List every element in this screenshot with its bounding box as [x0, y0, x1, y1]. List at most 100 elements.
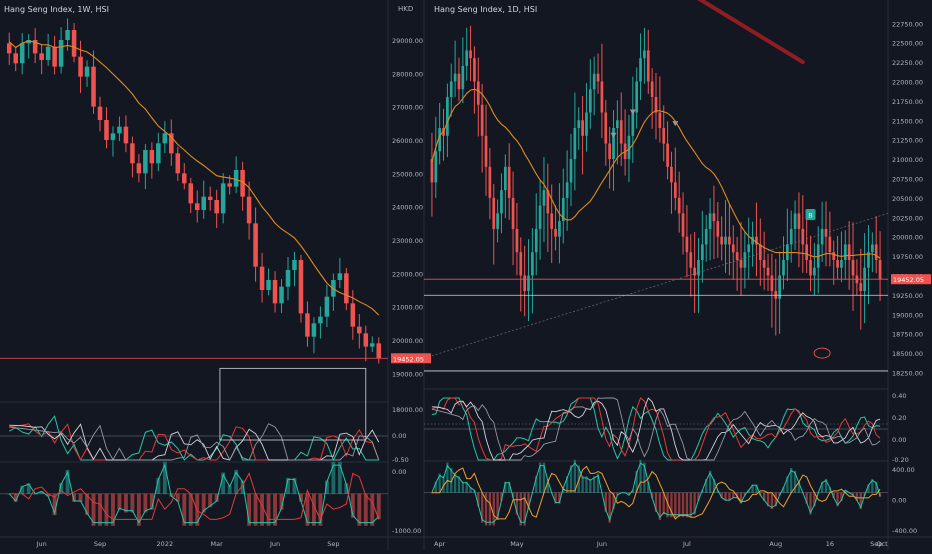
left-price-tick: 19000.00: [392, 370, 423, 378]
left-hist-bar: [240, 480, 245, 494]
right-hist-bar: [527, 492, 530, 510]
right-hist-bar: [662, 492, 665, 515]
left-candle: [337, 273, 343, 280]
right-time-tick: Jul: [682, 540, 691, 548]
right-hist-bar: [681, 492, 685, 518]
right-candle: [561, 197, 565, 222]
right-hist-bar: [608, 492, 611, 523]
right-hist-bar: [558, 492, 561, 504]
left-time-tick: Jun: [269, 540, 280, 548]
left-chart-title: Hang Seng Index, 1W, HSI: [4, 5, 109, 14]
right-candle: [480, 104, 484, 136]
right-price-tick: 22000.00: [892, 78, 923, 86]
left-candle: [104, 120, 109, 140]
left-candle: [272, 280, 278, 304]
right-hist-bar: [712, 478, 716, 493]
right-candle: [666, 143, 669, 167]
right-candle: [631, 112, 635, 136]
right-hist-bar: [755, 484, 758, 493]
right-hist-bar: [739, 492, 743, 504]
right-price-tick: 20000.00: [892, 234, 923, 242]
right-hist-bar: [538, 462, 542, 493]
right-hist-bar: [585, 476, 588, 493]
left-hist-bar: [292, 477, 297, 494]
right-candle: [438, 128, 442, 152]
left-candle: [143, 150, 148, 174]
left-time-tick: Jun: [36, 540, 47, 548]
right-hist-bar: [840, 492, 843, 501]
left-price-tick: 21000.00: [392, 304, 423, 312]
right-candle: [793, 213, 797, 229]
left-hist-bar: [273, 493, 277, 526]
right-candle: [457, 73, 461, 90]
left-osc-tick: 0.00: [392, 432, 406, 440]
right-buy-marker-label: B: [808, 211, 812, 219]
left-candle: [52, 46, 57, 67]
left-hist-bar: [305, 493, 310, 526]
left-candle: [253, 223, 258, 267]
right-candle: [430, 159, 434, 183]
right-hist-bar: [627, 492, 631, 496]
right-candle: [531, 252, 534, 276]
right-price-tick: 22750.00: [892, 20, 923, 28]
right-candle: [577, 120, 581, 129]
right-hist-bar: [573, 459, 577, 493]
right-osc-tick: -0.20: [892, 456, 909, 464]
left-hist-bar: [260, 493, 265, 526]
right-price-tick: 18250.00: [892, 369, 923, 377]
left-candle: [357, 326, 362, 334]
right-candle: [739, 259, 743, 268]
left-osc-line-base: [9, 423, 380, 462]
right-candle: [616, 120, 619, 129]
right-hist-bar: [469, 487, 472, 493]
left-price-tick: 26000.00: [392, 137, 423, 145]
left-candle: [266, 280, 271, 290]
right-hist-bar: [774, 492, 777, 507]
right-hist-bar: [793, 470, 797, 493]
right-candle: [720, 236, 724, 245]
left-candle: [13, 53, 18, 64]
right-candle: [511, 197, 515, 229]
left-candle: [175, 153, 181, 174]
right-candle: [670, 166, 673, 183]
right-hist-bar: [508, 481, 511, 493]
right-candle: [693, 267, 696, 276]
right-hist-bar: [515, 492, 519, 515]
right-hist-bar: [697, 492, 700, 501]
right-time-tick: Aug: [769, 540, 782, 548]
right-hist-bar: [832, 492, 835, 499]
left-price-tick: 27000.00: [392, 104, 423, 112]
right-time-tick: Oct: [876, 540, 888, 548]
right-candle: [681, 213, 685, 237]
left-hist-bar: [370, 493, 375, 526]
left-candle: [71, 30, 77, 57]
left-candle: [169, 133, 174, 154]
right-hist-bar: [484, 492, 488, 526]
right-price-tick: 19750.00: [892, 253, 923, 261]
right-signal-triangle: [629, 109, 636, 115]
right-hist-bar: [519, 492, 522, 526]
left-hist-bar: [376, 493, 381, 520]
left-hist-bar: [65, 469, 70, 494]
left-candle: [227, 183, 232, 187]
left-hist-bar: [52, 493, 57, 516]
left-candle: [246, 196, 252, 224]
right-hist-bar: [596, 473, 600, 493]
right-osc-tick: 0.20: [892, 414, 906, 422]
right-candle: [492, 197, 496, 229]
left-last-price-badge: [391, 353, 431, 364]
right-time-tick: May: [510, 540, 524, 548]
right-hist-bar: [612, 492, 615, 510]
left-candle: [110, 133, 116, 140]
left-candle: [182, 173, 187, 184]
right-candle: [569, 159, 573, 183]
right-hist-bar: [631, 489, 634, 493]
left-hist-bar: [188, 493, 193, 526]
left-hist-bar: [214, 493, 219, 502]
right-hist-bar: [523, 492, 526, 526]
right-candle: [558, 221, 561, 237]
right-candle: [500, 190, 503, 214]
right-hist-bar: [500, 492, 503, 501]
